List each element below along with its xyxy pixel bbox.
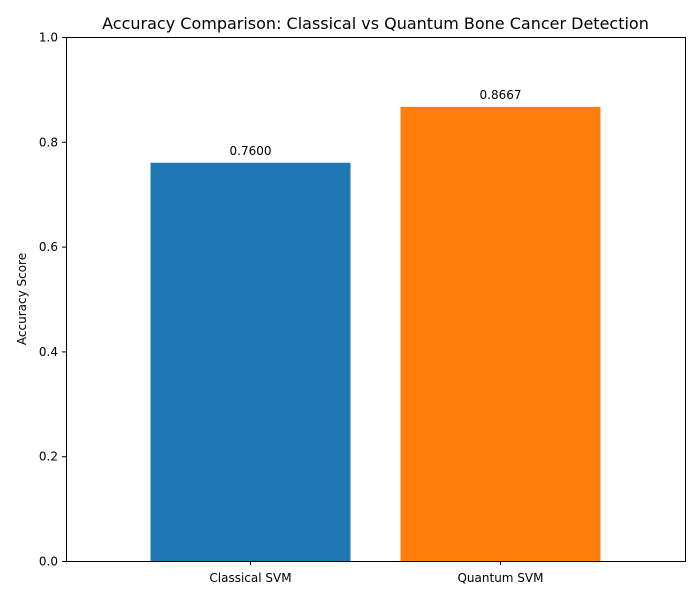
chart-title: Accuracy Comparison: Classical vs Quantu…	[102, 14, 649, 33]
y-tick-label: 0.0	[39, 555, 58, 569]
x-tick-label: Classical SVM	[209, 571, 291, 585]
x-axis-ticks: Classical SVM Quantum SVM	[209, 561, 544, 585]
y-tick-label: 0.6	[39, 240, 58, 254]
data-labels-group: 0.7600 0.8667	[230, 88, 522, 158]
y-axis-label: Accuracy Score	[15, 253, 29, 345]
y-tick-label: 0.2	[39, 450, 58, 464]
y-axis-ticks: 0.0 0.2 0.4 0.6 0.8 1.0	[39, 31, 66, 569]
y-tick-label: 1.0	[39, 31, 58, 45]
x-tick-label: Quantum SVM	[457, 571, 543, 585]
y-tick-label: 0.4	[39, 345, 58, 359]
y-tick-label: 0.8	[39, 135, 58, 149]
bar-classical-svm	[150, 162, 351, 561]
bars-group	[150, 106, 601, 562]
data-label: 0.7600	[230, 144, 272, 158]
data-label: 0.8667	[480, 88, 522, 102]
plot-frame	[66, 37, 686, 562]
bar-quantum-svm	[400, 106, 601, 562]
